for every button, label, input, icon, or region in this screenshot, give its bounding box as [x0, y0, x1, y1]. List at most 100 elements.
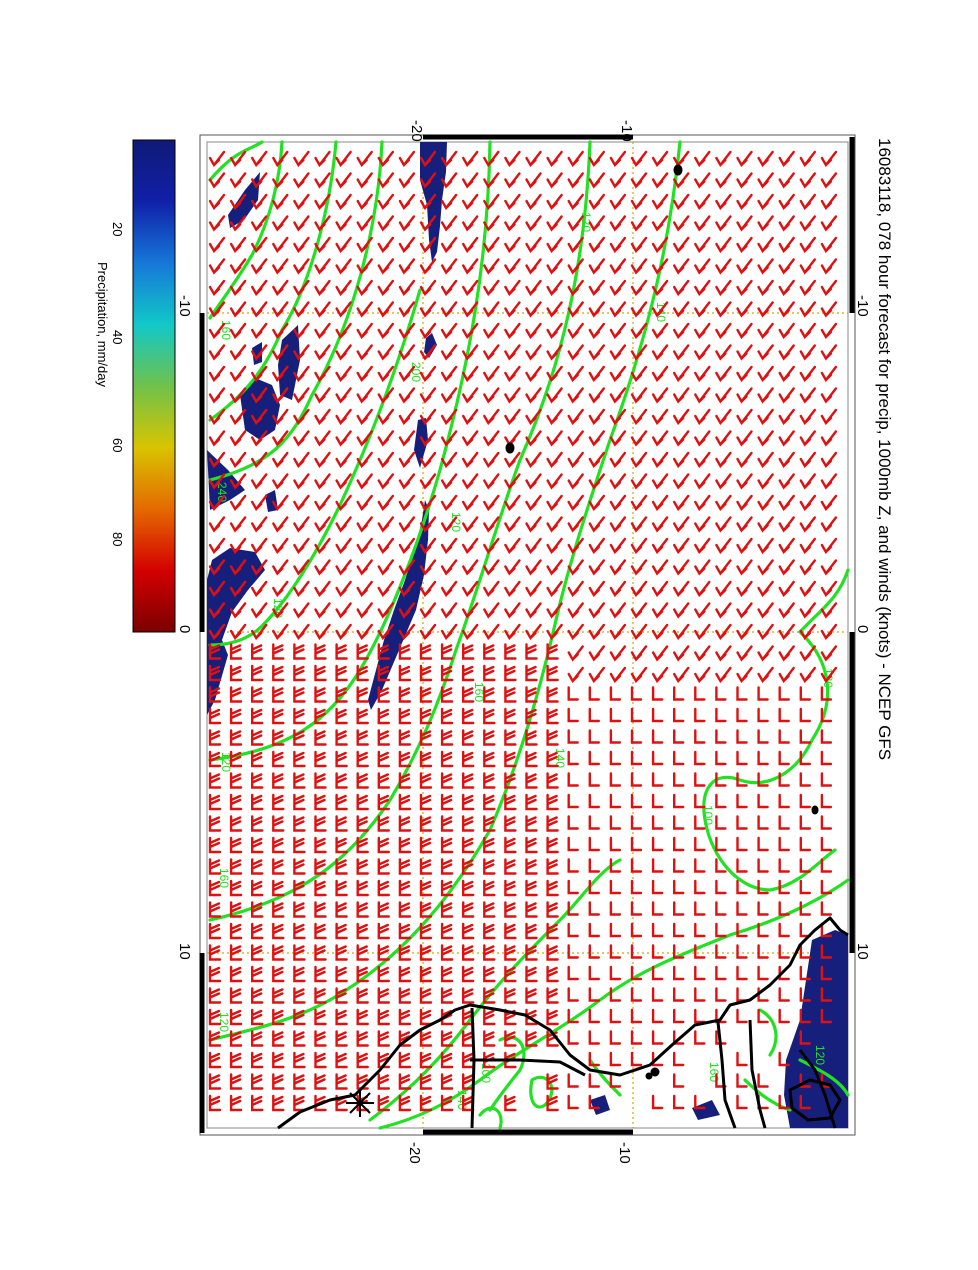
- wind-barb: [780, 582, 794, 595]
- wind-barb: [611, 582, 625, 595]
- wind-barb: [358, 561, 372, 574]
- wind-barb: [548, 709, 558, 723]
- wind-barb: [379, 539, 393, 552]
- wind-barb: [379, 924, 389, 938]
- wind-barb: [400, 795, 410, 809]
- wind-barb: [400, 281, 414, 294]
- wind-barb: [611, 475, 625, 488]
- wind-barb: [505, 838, 515, 852]
- wind-barb: [716, 518, 730, 531]
- wind-barb: [611, 367, 625, 380]
- wind-barb: [400, 475, 414, 488]
- wind-barb: [505, 903, 515, 917]
- wind-barb: [358, 709, 368, 723]
- wind-barb: [801, 604, 815, 617]
- wind-barb: [674, 924, 683, 936]
- wind-barb: [252, 582, 266, 595]
- wind-barb: [252, 989, 262, 1003]
- wind-barb: [400, 709, 410, 723]
- wind-barb: [231, 645, 241, 659]
- wind-barb: [611, 1032, 620, 1044]
- wind-barb: [548, 860, 558, 874]
- wind-barb: [379, 496, 393, 509]
- wind-barb: [316, 688, 326, 702]
- wind-barb: [358, 774, 368, 788]
- wind-barb: [759, 174, 773, 187]
- wind-barb: [337, 1010, 347, 1024]
- wind-barb: [210, 1096, 220, 1110]
- wind-barb: [379, 967, 389, 981]
- wind-barb: [316, 281, 330, 294]
- wind-barb: [252, 795, 262, 809]
- wind-barb: [674, 152, 688, 165]
- wind-barb: [273, 303, 287, 316]
- wind-barb: [738, 561, 752, 574]
- wind-barb: [569, 367, 583, 380]
- wind-barb: [358, 389, 372, 402]
- wind-barb: [358, 346, 372, 359]
- wind-barb: [780, 217, 794, 230]
- wind-barb: [231, 518, 245, 531]
- wind-barb: [421, 989, 431, 1003]
- wind-barb: [231, 860, 241, 874]
- wind-barb: [252, 303, 266, 316]
- wind-barb: [569, 967, 578, 979]
- wind-barb: [653, 647, 667, 660]
- wind-barb: [421, 324, 435, 337]
- wind-barb: [695, 1010, 704, 1022]
- wind-barb: [548, 195, 562, 208]
- wind-barb: [316, 174, 330, 187]
- wind-barb: [611, 647, 625, 660]
- wind-barb: [695, 731, 704, 743]
- wind-barb: [527, 666, 537, 680]
- wind-barb: [674, 217, 688, 230]
- wind-barb: [358, 367, 372, 380]
- wind-barb: [442, 281, 456, 294]
- wind-barb: [316, 645, 326, 659]
- wind-barb: [273, 838, 283, 852]
- wind-barb: [463, 432, 477, 445]
- wind-barb: [822, 367, 836, 380]
- wind-barb: [759, 539, 773, 552]
- wind-barb: [400, 817, 410, 831]
- wind-barb: [316, 475, 330, 488]
- wind-barb: [527, 453, 541, 466]
- wind-barb: [590, 518, 604, 531]
- wind-barb: [484, 604, 498, 617]
- wind-barb: [484, 645, 494, 659]
- wind-barb: [716, 817, 725, 829]
- wind-barb: [674, 410, 688, 423]
- wind-barb: [505, 367, 519, 380]
- wind-barb: [294, 1032, 304, 1046]
- wind-barb: [822, 496, 836, 509]
- wind-barb: [294, 709, 304, 723]
- wind-barb: [337, 604, 351, 617]
- wind-barb: [801, 817, 810, 829]
- wind-barb: [316, 838, 326, 852]
- wind-barb: [759, 217, 773, 230]
- wind-barb: [379, 432, 393, 445]
- wind-barb: [674, 774, 683, 786]
- wind-barb: [210, 217, 224, 230]
- wind-barb: [273, 625, 287, 638]
- wind-barb: [801, 838, 810, 850]
- wind-barb: [738, 539, 752, 552]
- wind-barb: [569, 709, 578, 721]
- wind-barb: [442, 582, 456, 595]
- wind-barb: [759, 518, 773, 531]
- wind-barb: [400, 174, 414, 187]
- wind-barb: [738, 324, 752, 337]
- wind-barb: [716, 539, 730, 552]
- wind-barb: [358, 1010, 368, 1024]
- wind-barb: [252, 903, 262, 917]
- wind-barb: [695, 174, 709, 187]
- wind-barb: [674, 475, 688, 488]
- wind-barb: [505, 432, 519, 445]
- wind-barb: [780, 795, 789, 807]
- wind-barb: [738, 260, 752, 273]
- wind-barb: [674, 625, 688, 638]
- wind-barb: [294, 389, 308, 402]
- wind-barb: [716, 217, 730, 230]
- wind-barb: [505, 389, 519, 402]
- wind-barb: [463, 561, 477, 574]
